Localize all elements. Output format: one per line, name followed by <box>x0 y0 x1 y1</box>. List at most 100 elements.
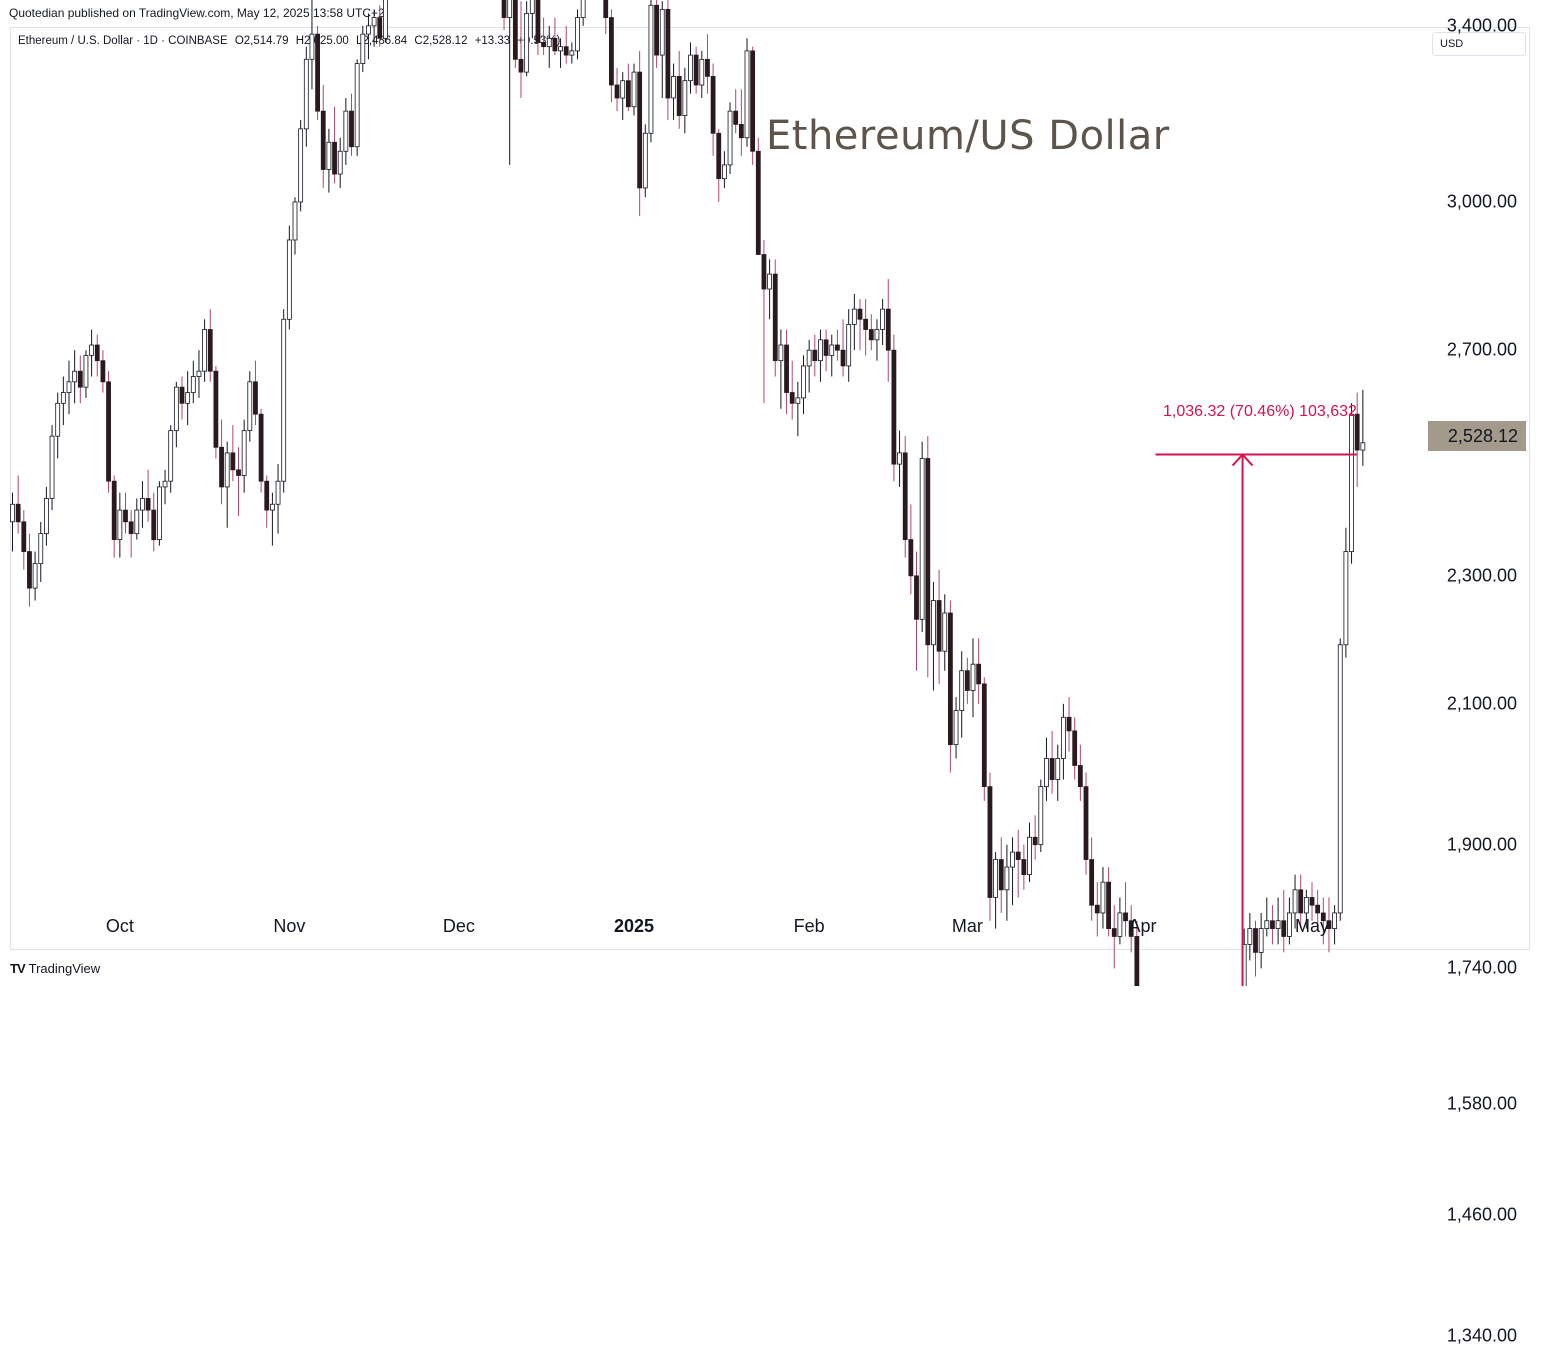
candle-body <box>72 370 78 383</box>
candle <box>897 430 902 487</box>
candle <box>676 50 682 129</box>
time-tick-label: Feb <box>793 916 825 936</box>
candle <box>1315 889 1321 929</box>
candle-body <box>258 413 264 482</box>
candle-body <box>27 551 32 589</box>
candle-body <box>60 392 66 404</box>
candle <box>94 334 100 377</box>
tradingview-logo[interactable]: TV TradingView <box>10 961 100 976</box>
candle-body <box>1303 897 1309 914</box>
candle <box>1343 527 1349 658</box>
legend-symbol[interactable]: Ethereum / U.S. Dollar · 1D · COINBASE <box>18 35 228 47</box>
candle <box>72 350 78 404</box>
candle-body <box>1292 889 1298 914</box>
candle <box>580 0 586 26</box>
candle <box>83 350 89 398</box>
time-tick-label: Mar <box>951 916 983 936</box>
candle-body <box>738 123 744 139</box>
candle <box>948 600 953 773</box>
candle <box>1349 403 1354 564</box>
candle <box>552 17 558 56</box>
tradingview-brand: TradingView <box>28 961 101 976</box>
candle-body <box>914 575 919 620</box>
candle-body <box>332 141 337 175</box>
candle <box>1027 822 1032 883</box>
candle <box>693 46 699 94</box>
candlestick-chart[interactable] <box>0 0 1541 986</box>
candle <box>145 469 151 522</box>
candle <box>1292 874 1298 929</box>
candle <box>733 89 739 134</box>
candle-body <box>806 349 812 367</box>
candle-body <box>1337 644 1343 914</box>
currency-selector[interactable]: USD <box>1432 32 1526 56</box>
candle-body <box>253 381 258 415</box>
candle <box>964 657 970 704</box>
candle <box>241 419 247 493</box>
candle <box>1123 882 1128 937</box>
candle-body <box>648 4 654 134</box>
candle-body <box>247 381 253 432</box>
candle <box>953 697 959 759</box>
time-tick-label: Apr <box>1128 916 1157 936</box>
candle-body <box>1270 920 1275 929</box>
candle-body <box>569 50 575 56</box>
candle <box>207 309 213 382</box>
candle-body <box>1061 716 1066 759</box>
candle-body <box>614 84 620 99</box>
candle-body <box>936 600 942 652</box>
candle-body <box>1106 881 1111 929</box>
candle <box>213 365 219 459</box>
candle-body <box>1134 936 1140 986</box>
candle-body <box>1072 730 1078 766</box>
price-tick-label: 1,740.00 <box>1446 957 1517 978</box>
price-range-measure[interactable] <box>1155 453 1357 986</box>
candle-body <box>1083 786 1089 860</box>
legend-high: H2,625.00 <box>295 35 349 47</box>
candle <box>727 102 733 175</box>
candle <box>151 492 157 552</box>
candle <box>609 9 614 103</box>
candle <box>111 475 117 558</box>
candle <box>710 63 716 156</box>
candle-body <box>931 600 936 646</box>
candle-body <box>857 308 863 320</box>
candle-body <box>659 8 665 56</box>
candle-body <box>371 17 377 27</box>
candle <box>1100 867 1106 929</box>
candle-body <box>1287 912 1292 937</box>
candle-body <box>1123 912 1128 922</box>
candle-body <box>863 318 869 330</box>
candle-body <box>156 486 162 540</box>
candle-body <box>366 25 371 35</box>
candle <box>179 376 185 420</box>
candle <box>44 486 49 546</box>
candle-body <box>292 201 298 241</box>
candle-body <box>326 141 332 170</box>
candle-body <box>953 710 959 746</box>
candle-body <box>213 370 219 448</box>
candle <box>349 93 354 156</box>
time-tick-label: Nov <box>273 916 306 936</box>
candle-body <box>94 344 100 362</box>
candle-body <box>1128 920 1134 937</box>
candle <box>1332 905 1337 945</box>
candle-body <box>224 452 230 488</box>
candle-body <box>10 503 15 523</box>
candle <box>925 436 931 678</box>
candle <box>309 0 315 90</box>
candle <box>1044 737 1049 801</box>
candle <box>880 299 885 345</box>
candle-body <box>524 13 530 73</box>
candle-body <box>1343 551 1349 646</box>
candle <box>501 0 507 30</box>
candle <box>902 436 908 558</box>
candle <box>1083 772 1089 875</box>
candle <box>529 0 535 39</box>
candle <box>117 492 123 558</box>
candle <box>959 651 965 738</box>
candle <box>976 638 982 704</box>
candle <box>1015 829 1021 898</box>
candle <box>784 329 789 415</box>
candle-body <box>501 0 507 18</box>
